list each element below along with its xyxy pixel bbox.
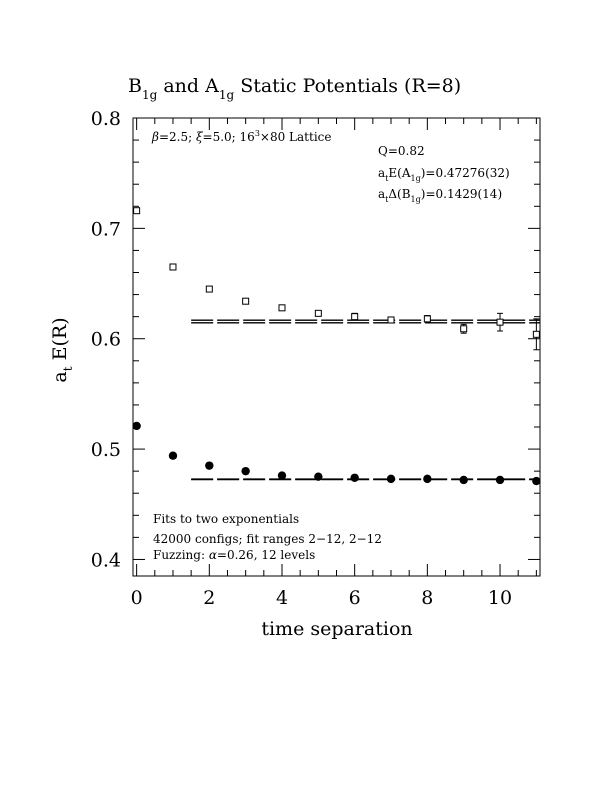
data-point-circle bbox=[314, 472, 323, 481]
fits-note: Fits to two exponentials bbox=[153, 512, 299, 526]
y-tick-label: 0.5 bbox=[91, 439, 121, 461]
data-point-circle bbox=[132, 421, 141, 431]
chart-title: B1g and A1g Static Potentials (R=8) bbox=[128, 75, 461, 102]
data-point-circle bbox=[277, 471, 287, 480]
x-tick-label: 0 bbox=[131, 587, 143, 609]
x-tick-label: 10 bbox=[488, 587, 512, 609]
data-point-circle bbox=[386, 474, 396, 484]
y-tick-label: 0.8 bbox=[91, 108, 121, 130]
x-tick-label: 2 bbox=[203, 587, 215, 609]
data-point-circle bbox=[350, 473, 359, 482]
data-point-circle bbox=[459, 475, 468, 485]
y-tick-label: 0.7 bbox=[91, 218, 121, 240]
data-point-square bbox=[351, 313, 359, 321]
fuzzing-note: Fuzzing: α=0.26, 12 levels bbox=[153, 548, 315, 562]
data-point-square bbox=[423, 315, 431, 323]
y-axis-label: at E(R) bbox=[49, 317, 75, 382]
data-point-circle bbox=[168, 451, 178, 460]
data-point-square bbox=[496, 318, 504, 326]
lattice-annotation: β=2.5; ξ=5.0; 163×80 Lattice bbox=[151, 129, 331, 144]
data-point-square bbox=[205, 285, 213, 293]
data-point-circle bbox=[495, 475, 505, 485]
data-point-square bbox=[133, 207, 141, 215]
data-point-square bbox=[387, 316, 395, 324]
data-point-square bbox=[278, 304, 286, 312]
x-axis-label: time separation bbox=[261, 618, 412, 640]
x-tick-label: 4 bbox=[276, 587, 288, 609]
data-point-circle bbox=[423, 474, 432, 484]
data-point-circle bbox=[241, 466, 250, 476]
q-annotation: Q=0.82 bbox=[378, 144, 425, 158]
x-tick-label: 6 bbox=[349, 587, 361, 609]
y-tick-label: 0.6 bbox=[91, 329, 121, 351]
data-point-square bbox=[169, 263, 177, 271]
y-tick-label: 0.4 bbox=[91, 549, 121, 571]
data-point-circle bbox=[532, 476, 541, 486]
tick-labels: 0 2 4 6 8 10 0.4 0.5 0.6 0.7 0.8 bbox=[91, 108, 512, 609]
data-point-square bbox=[532, 330, 540, 338]
data-point-square bbox=[460, 325, 468, 333]
data-point-circle bbox=[205, 461, 214, 470]
fit-lines bbox=[191, 319, 540, 481]
data-point-square bbox=[314, 309, 322, 317]
x-tick-label: 8 bbox=[421, 587, 433, 609]
data-point-square bbox=[242, 297, 250, 305]
energy-a1g-annotation: atE(A1g)=0.47276(32) bbox=[378, 166, 510, 183]
delta-b1g-annotation: atΔ(B1g)=0.1429(14) bbox=[378, 187, 502, 204]
data-points bbox=[132, 207, 541, 486]
configs-note: 42000 configs; fit ranges 2−12, 2−12 bbox=[153, 532, 382, 546]
